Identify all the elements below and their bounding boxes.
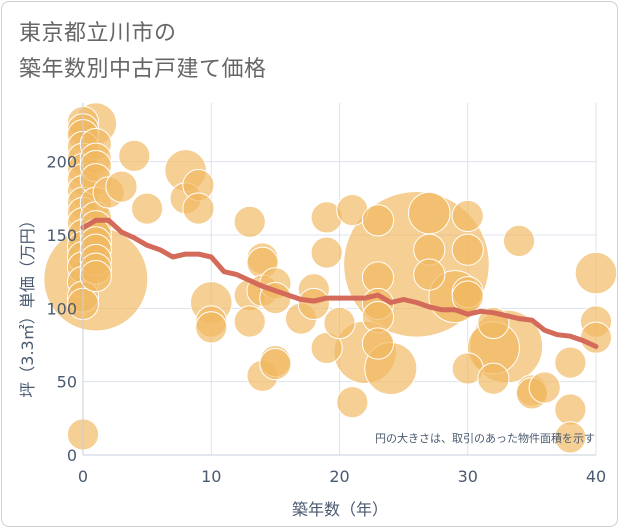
bubble-point [336, 386, 369, 419]
bubble-point [323, 306, 356, 340]
x-tick-label: 40 [586, 467, 606, 486]
y-tick-label: 50 [57, 373, 77, 392]
bubble-point [233, 205, 266, 238]
bubble-point [451, 199, 484, 233]
bubble-point [413, 258, 446, 291]
x-tick-label: 0 [78, 467, 88, 486]
trend-line [80, 217, 599, 349]
bubble-size-note: 円の大きさは、取引のあった物件面積を示す [375, 431, 595, 445]
bubble-point [574, 251, 618, 295]
trend-line-group [80, 217, 599, 349]
bubble-point [361, 327, 395, 360]
bubble-point [451, 233, 484, 266]
chart-title: 東京都立川市の 築年数別中古戸建て価格 [19, 16, 267, 88]
bubble-point [233, 305, 266, 338]
bubble-point [477, 362, 510, 395]
bubble-point [195, 311, 228, 344]
y-axis-label: 坪（3.3㎡）単価（万円） [18, 212, 37, 397]
bubble-point [297, 287, 330, 321]
bubble-point [407, 191, 451, 235]
chart-title-line-2: 築年数別中古戸建て価格 [19, 57, 267, 82]
axes: 0 50 100 150 200 0 10 20 30 40 [46, 103, 606, 486]
bubble-point [259, 347, 292, 381]
bubble-point [182, 192, 215, 225]
x-tick-label: 20 [329, 467, 349, 486]
chart-title-line-1: 東京都立川市の [19, 21, 177, 46]
bubble-point [554, 346, 587, 379]
bubble-point [79, 259, 112, 293]
bubble-point [105, 170, 138, 203]
y-tick-label: 0 [67, 446, 77, 465]
bubble-point [131, 192, 164, 225]
bubble-point [528, 371, 561, 404]
x-tick-label: 30 [458, 467, 478, 486]
bubble-point [361, 204, 395, 237]
y-tick-label: 150 [46, 226, 77, 245]
bubble-point [451, 280, 484, 313]
y-tick-label: 200 [46, 153, 77, 172]
bubble-point [310, 236, 343, 269]
x-tick-label: 10 [201, 467, 221, 486]
bubble-point [554, 421, 587, 454]
y-tick-label: 100 [46, 299, 77, 318]
bubble-point [118, 139, 151, 172]
x-axis-label: 築年数（年） [292, 500, 388, 519]
bubble-series [43, 102, 618, 454]
bubble-point [502, 224, 536, 257]
bubble-point [554, 393, 587, 426]
